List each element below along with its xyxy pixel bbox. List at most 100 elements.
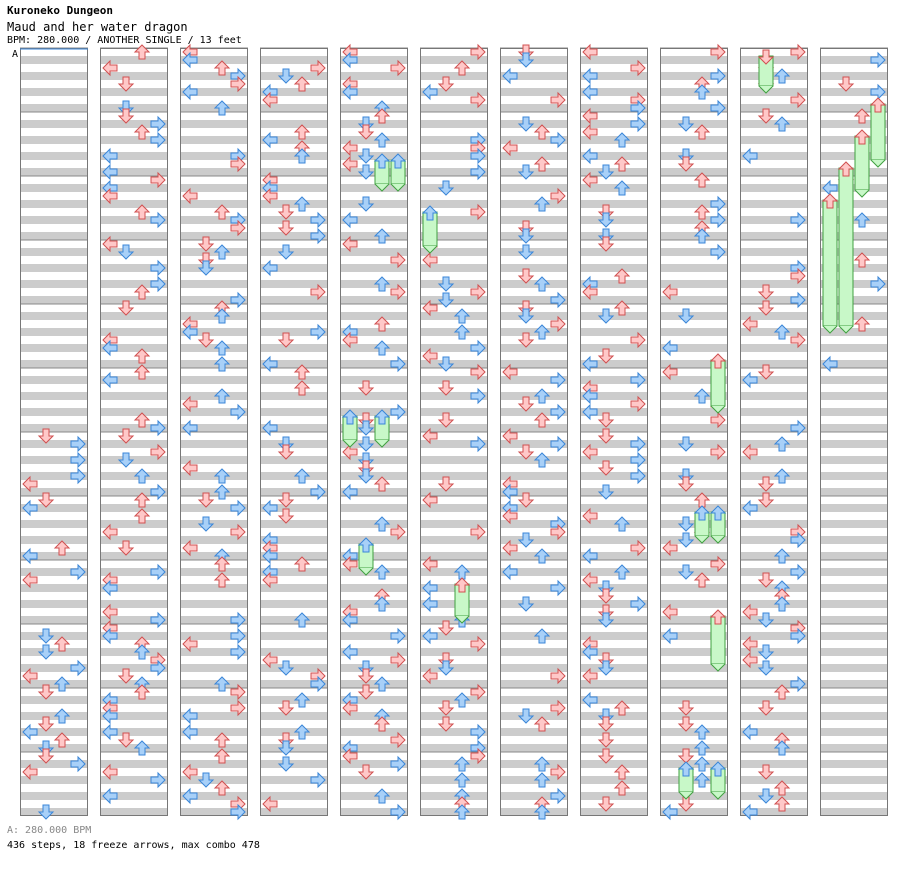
- down-arrow: [757, 572, 775, 588]
- right-arrow: [630, 99, 646, 117]
- up-arrow: [853, 316, 871, 332]
- up-arrow: [869, 97, 887, 113]
- right-arrow: [550, 787, 566, 805]
- freeze-arrow: [710, 359, 726, 414]
- left-arrow: [502, 539, 518, 557]
- up-arrow: [773, 740, 791, 756]
- chart-column: [100, 47, 168, 816]
- chart-column: [260, 47, 328, 816]
- up-arrow: [133, 44, 151, 60]
- left-arrow: [102, 571, 118, 589]
- down-arrow: [37, 428, 55, 444]
- left-arrow: [22, 667, 38, 685]
- down-arrow: [517, 596, 535, 612]
- up-arrow: [533, 756, 551, 772]
- left-arrow: [182, 51, 198, 69]
- left-arrow: [342, 43, 358, 61]
- left-arrow: [582, 379, 598, 397]
- up-arrow: [293, 724, 311, 740]
- up-arrow: [373, 108, 391, 124]
- right-arrow: [710, 411, 726, 429]
- right-arrow: [310, 771, 326, 789]
- up-arrow: [533, 276, 551, 292]
- down-arrow: [517, 492, 535, 508]
- right-arrow: [310, 227, 326, 245]
- down-arrow: [437, 660, 455, 676]
- left-arrow: [502, 563, 518, 581]
- up-arrow: [213, 748, 231, 764]
- left-arrow: [582, 83, 598, 101]
- right-arrow: [550, 315, 566, 333]
- up-arrow: [693, 172, 711, 188]
- left-arrow: [342, 555, 358, 573]
- left-arrow: [262, 187, 278, 205]
- right-arrow: [710, 211, 726, 229]
- left-arrow: [102, 523, 118, 541]
- left-arrow: [262, 83, 278, 101]
- left-arrow: [262, 563, 278, 581]
- right-arrow: [230, 403, 246, 421]
- down-arrow: [357, 436, 375, 452]
- up-arrow: [453, 60, 471, 76]
- bpm-legend: A: 280.000 BPM: [7, 825, 92, 836]
- up-arrow: [133, 124, 151, 140]
- right-arrow: [790, 531, 806, 549]
- right-arrow: [150, 259, 166, 277]
- right-arrow: [550, 667, 566, 685]
- down-arrow: [757, 108, 775, 124]
- right-arrow: [470, 747, 486, 765]
- up-arrow: [213, 468, 231, 484]
- right-arrow: [470, 163, 486, 181]
- up-arrow: [213, 676, 231, 692]
- right-arrow: [390, 403, 406, 421]
- left-arrow: [262, 355, 278, 373]
- up-arrow: [53, 540, 71, 556]
- down-arrow: [117, 540, 135, 556]
- up-arrow: [373, 788, 391, 804]
- up-arrow: [53, 676, 71, 692]
- up-arrow: [773, 116, 791, 132]
- down-arrow: [37, 492, 55, 508]
- down-arrow: [517, 164, 535, 180]
- left-arrow: [262, 539, 278, 557]
- up-arrow: [773, 596, 791, 612]
- up-arrow: [133, 492, 151, 508]
- left-arrow: [822, 179, 838, 197]
- down-arrow: [757, 700, 775, 716]
- up-arrow: [373, 276, 391, 292]
- right-arrow: [790, 43, 806, 61]
- right-arrow: [230, 523, 246, 541]
- up-arrow: [213, 100, 231, 116]
- up-arrow: [293, 196, 311, 212]
- down-arrow: [357, 764, 375, 780]
- up-arrow: [613, 700, 631, 716]
- up-arrow: [133, 204, 151, 220]
- right-arrow: [470, 339, 486, 357]
- right-arrow: [550, 131, 566, 149]
- left-arrow: [262, 91, 278, 109]
- down-arrow: [37, 684, 55, 700]
- down-arrow: [677, 716, 695, 732]
- left-arrow: [262, 531, 278, 549]
- freeze-arrow: [854, 135, 870, 198]
- down-arrow: [597, 412, 615, 428]
- left-arrow: [102, 627, 118, 645]
- down-arrow: [597, 460, 615, 476]
- left-arrow: [422, 595, 438, 613]
- right-arrow: [70, 563, 86, 581]
- down-arrow: [277, 660, 295, 676]
- left-arrow: [422, 251, 438, 269]
- right-arrow: [630, 539, 646, 557]
- right-arrow: [150, 659, 166, 677]
- left-arrow: [422, 555, 438, 573]
- right-arrow: [710, 67, 726, 85]
- right-arrow: [870, 83, 886, 101]
- up-arrow: [693, 204, 711, 220]
- up-arrow: [133, 364, 151, 380]
- left-arrow: [262, 179, 278, 197]
- right-arrow: [310, 211, 326, 229]
- down-arrow: [37, 748, 55, 764]
- down-arrow: [357, 124, 375, 140]
- up-arrow: [613, 132, 631, 148]
- right-arrow: [70, 467, 86, 485]
